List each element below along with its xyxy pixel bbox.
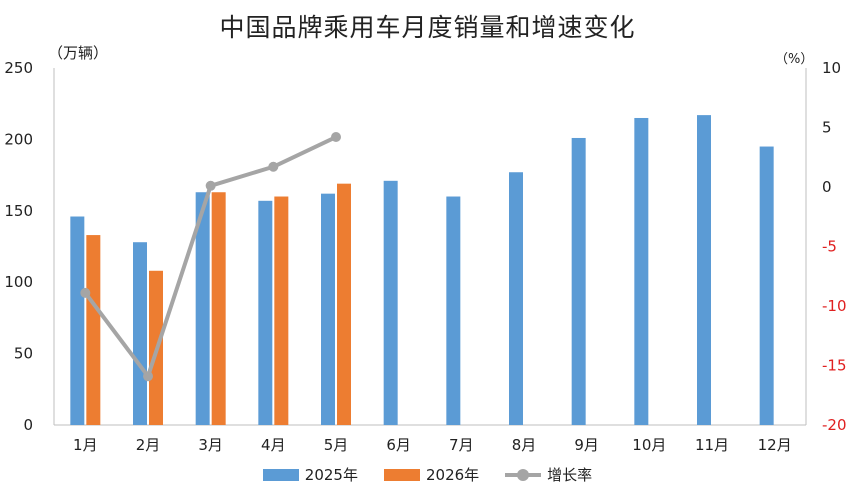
- growth-rate-point: [331, 132, 341, 143]
- bar-2025: [446, 196, 461, 425]
- chart-title: 中国品牌乘用车月度销量和增速变化: [219, 13, 636, 42]
- bar-2025: [634, 117, 649, 425]
- x-axis-tick-label: 10月: [632, 436, 666, 454]
- legend-item-growth: 增长率: [505, 464, 592, 485]
- bar-2025: [321, 193, 335, 425]
- right-axis-tick-label: -10: [822, 297, 847, 315]
- growth-rate-point: [80, 287, 91, 298]
- bar-2025: [509, 172, 523, 425]
- left-axis-tick-label: 100: [4, 273, 33, 291]
- bar-2026: [86, 235, 101, 425]
- left-axis-tick-label: 50: [14, 345, 33, 363]
- legend-item-2025: 2025年: [262, 464, 358, 485]
- chart-plot-area: 0 50 100 150 200 250 -20 -15 -10 -5 0 5 10 1月 2月 3月 4月 5月…: [4, 59, 847, 454]
- legend-item-2026: 2026年: [383, 464, 480, 485]
- growth-rate-point: [205, 180, 216, 191]
- x-axis-tick-label: 7月: [449, 436, 474, 454]
- bar-2025: [697, 115, 711, 426]
- x-axis-tick-label: 11月: [695, 436, 729, 454]
- x-axis-tick-label: 1月: [73, 436, 98, 454]
- left-axis-tick-label: 200: [4, 130, 33, 148]
- x-axis-tick-label: 4月: [261, 436, 286, 454]
- right-axis-tick-label: 0: [822, 178, 832, 196]
- x-axis-tick-label: 9月: [574, 436, 599, 454]
- legend-swatch-2025: [262, 468, 299, 481]
- x-axis-tick-label: 12月: [758, 436, 792, 454]
- left-axis-tick-label: 250: [4, 59, 33, 77]
- growth-rate-point: [268, 161, 279, 172]
- growth-rate-line: [83, 135, 337, 379]
- x-axis-tick-label: 3月: [198, 436, 223, 454]
- bar-2026: [211, 192, 226, 425]
- bar-2025: [571, 137, 586, 426]
- left-axis-tick-label: 150: [4, 202, 33, 220]
- legend-swatch-growth: [505, 468, 542, 481]
- bar-2025: [383, 180, 398, 425]
- right-axis-tick-label: 10: [822, 59, 841, 77]
- x-axis-tick-label: 2月: [136, 436, 161, 454]
- legend-label-2026: 2026年: [425, 466, 480, 484]
- chart-legend: 2025年 2026年 增长率: [0, 464, 855, 485]
- growth-rate-point: [143, 371, 153, 382]
- bar-2025: [70, 216, 85, 425]
- right-axis-tick-label: -20: [822, 416, 847, 434]
- legend-label-growth: 增长率: [547, 466, 593, 484]
- x-axis-tick-label: 8月: [512, 436, 537, 454]
- right-axis-unit: （%）: [775, 52, 814, 67]
- bar-2025: [258, 200, 273, 425]
- left-axis-tick-label: 0: [23, 416, 33, 434]
- x-axis-tick-label: 6月: [386, 436, 411, 454]
- legend-swatch-2026: [383, 468, 420, 481]
- bar-2026: [274, 196, 289, 425]
- bar-2026: [337, 183, 351, 425]
- legend-label-2025: 2025年: [304, 466, 358, 484]
- x-axis-tick-label: 5月: [324, 436, 349, 454]
- right-axis-tick-label: -15: [822, 357, 847, 375]
- right-axis-tick-label: 5: [822, 119, 832, 137]
- right-axis-tick-label: -5: [822, 238, 837, 256]
- left-axis-unit: （万辆）: [48, 44, 109, 62]
- bar-2025: [759, 146, 774, 426]
- bar-2025: [133, 242, 147, 425]
- bar-2025: [195, 192, 210, 425]
